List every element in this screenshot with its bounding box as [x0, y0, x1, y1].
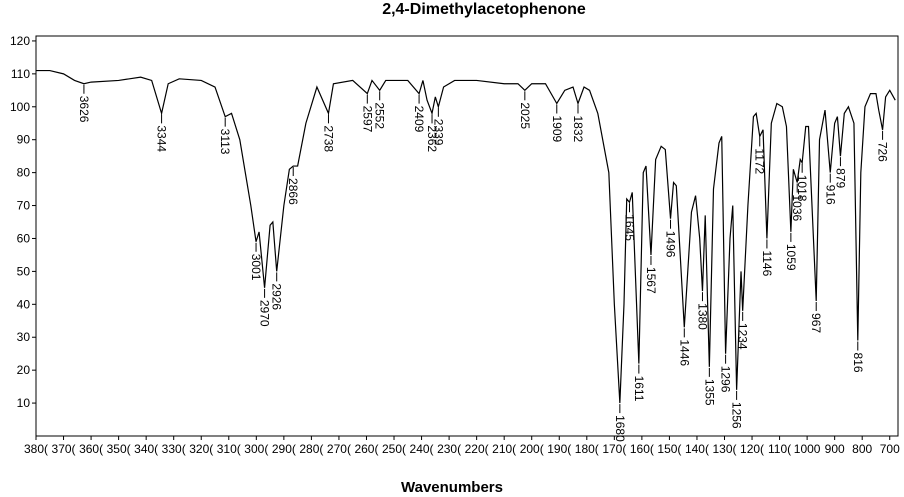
peak-label: 1446 [677, 339, 691, 366]
peak-label: 2552 [373, 102, 387, 129]
x-tick-label: 320( [189, 442, 213, 456]
y-tick-label: 90 [17, 133, 31, 147]
peak-label: 1256 [730, 402, 744, 429]
x-tick-label: 350( [107, 442, 131, 456]
spectrum-line [36, 69, 896, 404]
x-tick-label: 220( [465, 442, 489, 456]
x-tick-label: 280( [299, 442, 323, 456]
x-tick-label: 310( [217, 442, 241, 456]
peak-label: 3626 [77, 96, 91, 123]
peak-label: 3344 [155, 125, 169, 152]
peak-label: 1036 [790, 195, 804, 222]
x-tick-label: 260( [354, 442, 378, 456]
peak-label: 2866 [286, 178, 300, 205]
peak-label: 2597 [360, 106, 374, 133]
x-tick-label: 110( [768, 442, 791, 456]
peak-label: 3001 [249, 254, 263, 281]
peak-label: 2409 [412, 106, 426, 133]
y-tick-label: 10 [17, 396, 31, 410]
peak-label: 1172 [753, 148, 767, 174]
peak-label: 2025 [518, 102, 532, 129]
x-tick-label: 900 [825, 442, 845, 456]
y-tick-label: 40 [17, 297, 31, 311]
plot-frame [35, 35, 899, 437]
x-tick-label: 130( [712, 442, 736, 456]
x-axis-label: Wavenumbers [401, 479, 503, 496]
x-tick-label: 330( [162, 442, 186, 456]
peak-label: 1680 [613, 415, 627, 442]
peak-label: 2926 [270, 283, 284, 310]
y-tick-label: 60 [17, 231, 31, 245]
peak-label: 2362 [425, 125, 439, 152]
peak-label: 2339 [431, 119, 445, 146]
y-tick-label: 110 [11, 67, 30, 81]
x-tick-label: 120( [740, 442, 764, 456]
x-tick-label: 380( [24, 442, 48, 456]
peak-label: 1496 [664, 231, 678, 258]
x-tick-label: 270( [327, 442, 351, 456]
x-tick-label: 140( [685, 442, 709, 456]
x-tick-label: 250( [382, 442, 406, 456]
x-tick-label: 800 [852, 442, 872, 456]
peak-label: 1234 [736, 323, 750, 350]
y-tick-label: 50 [17, 264, 31, 278]
x-tick-label: 210( [492, 442, 516, 456]
y-tick-label: 20 [17, 363, 31, 377]
peak-label: 1611 [632, 376, 646, 402]
x-tick-label: 230( [437, 442, 461, 456]
x-tick-label: 190( [547, 442, 571, 456]
x-tick-label: 370( [52, 442, 76, 456]
x-tick-label: 240( [410, 442, 434, 456]
chart-title: 2,4-Dimethylacetophenone [382, 1, 586, 18]
y-tick-label: 80 [17, 166, 31, 180]
y-tick-label: 30 [17, 330, 31, 344]
peak-label: 879 [833, 168, 847, 188]
peak-label: 3113 [218, 129, 232, 155]
x-tick-label: 290( [272, 442, 296, 456]
peak-label: 1832 [571, 115, 585, 142]
peak-label: 1909 [550, 115, 564, 142]
peak-label: 916 [823, 185, 837, 205]
x-tick-label: 180( [575, 442, 599, 456]
peak-label: 1645 [622, 214, 636, 241]
peak-label: 2970 [258, 300, 272, 327]
y-tick-label: 120 [10, 34, 30, 48]
peak-label: 1296 [719, 366, 733, 393]
x-tick-label: 150( [657, 442, 681, 456]
peak-label: 1380 [695, 303, 709, 330]
x-tick-label: 1000 [794, 442, 821, 456]
x-tick-label: 700 [880, 442, 900, 456]
y-tick-label: 70 [17, 199, 31, 213]
x-tick-label: 200( [520, 442, 544, 456]
x-tick-label: 360( [79, 442, 103, 456]
x-tick-label: 340( [134, 442, 158, 456]
x-tick-label: 160( [630, 442, 654, 456]
peak-label: 726 [876, 142, 890, 162]
peak-label: 816 [851, 353, 865, 373]
peak-label: 1059 [784, 244, 798, 271]
x-tick-label: 300( [244, 442, 268, 456]
peak-label: 1018 [795, 175, 809, 202]
peak-label: 1355 [702, 379, 716, 406]
peak-label: 2738 [321, 125, 335, 152]
peak-label: 1146 [760, 250, 774, 276]
x-tick-label: 170( [602, 442, 626, 456]
peak-label: 1567 [644, 267, 658, 294]
peak-label: 967 [809, 313, 823, 333]
y-tick-label: 100 [10, 100, 30, 114]
